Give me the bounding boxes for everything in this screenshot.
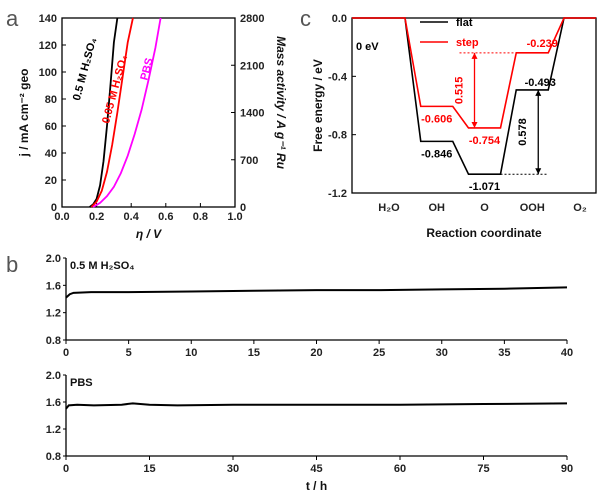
y-tick-label: 0.8 (46, 335, 61, 347)
x-tick-label: 0.2 (89, 211, 104, 223)
y2-tick-label: 2800 (240, 13, 264, 25)
x-tick-label: 45 (310, 463, 322, 475)
x-axis-label: t / h (306, 479, 327, 493)
panel-b-chart: 0.81.21.62.00 5 10 15 20 25 30 35 400.5 M H₂SO₄0… (46, 253, 573, 493)
stability-trace-0 (65, 286, 568, 299)
x-tick-label: 35 (498, 347, 510, 359)
y2-tick-label: 700 (240, 155, 258, 167)
y-tick-label: 20 (45, 175, 57, 187)
zero-ev-label: 0 eV (356, 41, 379, 53)
x-tick-label: 0 (63, 347, 69, 359)
series-line-0 (89, 17, 119, 208)
y2-tick-label: 0 (240, 202, 246, 214)
step-gap-label: 0.515 (454, 77, 466, 105)
x-tick-label: 15 (143, 463, 155, 475)
flat-gap-label: 0.578 (517, 118, 529, 146)
y-tick-label: -0.8 (328, 130, 347, 142)
x-tick-label: 15 (248, 347, 260, 359)
flat-value-label: -0.493 (525, 77, 556, 89)
step-arrow-head (471, 52, 478, 59)
x-tick-label: 1.0 (227, 211, 242, 223)
panel-c-letter: c (300, 6, 311, 31)
y-tick-label: 1.6 (46, 280, 61, 292)
x-tick-label: 30 (227, 463, 239, 475)
y-tick-label: -0.4 (328, 71, 348, 83)
x-category-label: O (480, 202, 489, 214)
step-line-flat (352, 17, 596, 175)
step-value-label: -0.754 (469, 135, 501, 147)
x-tick-label: 10 (185, 347, 197, 359)
panel-a-chart: 0.0 0.2 0.4 0.6 0.8 1.00204060801001201400700… (17, 13, 288, 241)
y-tick-label: 0.0 (332, 13, 347, 25)
y-tick-label: 100 (39, 67, 57, 79)
x-tick-label: 40 (561, 347, 573, 359)
panel-b-letter: b (6, 252, 18, 277)
chart-name-1: PBS (70, 377, 93, 389)
x-axis-label: η / V (136, 227, 162, 241)
step-value-label: -0.606 (421, 113, 452, 125)
y-tick-label: 60 (45, 121, 57, 133)
x-tick-label: 0.8 (193, 211, 208, 223)
x-category-label: O₂ (573, 202, 587, 214)
flat-value-label: -0.846 (421, 148, 452, 160)
series-label-2: PBS (138, 57, 155, 82)
y2-axis-label: Mass activity / A g⁻¹ Ru (274, 36, 288, 169)
y-tick-label: 140 (39, 13, 57, 25)
y-tick-label: 80 (45, 94, 57, 106)
x-tick-label: 0.0 (54, 211, 69, 223)
y-tick-label: 2.0 (46, 253, 61, 265)
x-tick-label: 60 (394, 463, 406, 475)
x-tick-label: 0.6 (158, 211, 173, 223)
x-category-label: OOH (520, 202, 545, 214)
y2-tick-label: 1400 (240, 108, 264, 120)
y-tick-label: 1.6 (46, 397, 61, 409)
y-tick-label: 120 (39, 40, 57, 52)
y2-tick-label: 2100 (240, 60, 264, 72)
y-tick-label: 40 (45, 148, 57, 160)
flat-value-label: -1.071 (469, 181, 500, 193)
x-tick-label: 90 (561, 463, 573, 475)
step-value-label: -0.239 (527, 38, 558, 50)
panel-a-letter: a (6, 6, 19, 31)
x-category-label: OH (429, 202, 446, 214)
legend-label-flat: flat (456, 17, 473, 29)
x-tick-label: 5 (126, 347, 132, 359)
series-label-1: 0.05 M H₂SO₄ (100, 54, 130, 125)
y-axis-label: Free energy / eV (311, 59, 325, 152)
y-axis-label: j / mA cm⁻² geo (17, 69, 31, 158)
y-tick-label: 1.2 (46, 424, 61, 436)
x-tick-label: 0.4 (124, 211, 140, 223)
panel-c-chart: 0.0 -0.4 -0.8 -1.2 H₂O OH O OOH O₂ Reaction coord… (311, 13, 597, 240)
x-tick-label: 75 (477, 463, 489, 475)
chart-name-0: 0.5 M H₂SO₄ (70, 260, 135, 272)
x-category-label: H₂O (378, 202, 400, 214)
panel-c-frame (351, 17, 597, 194)
y-tick-label: 0 (51, 202, 57, 214)
y-tick-label: 0.8 (46, 451, 61, 463)
legend-label-step: step (456, 37, 479, 49)
y-tick-label: -1.2 (328, 188, 347, 200)
x-tick-label: 25 (373, 347, 385, 359)
series-line-1 (90, 17, 134, 208)
x-axis-label: Reaction coordinate (426, 226, 542, 240)
y-tick-label: 1.2 (46, 308, 61, 320)
flat-arrow-head (535, 168, 542, 175)
step-arrow-head (471, 121, 478, 128)
x-tick-label: 20 (310, 347, 322, 359)
stability-trace-1 (65, 402, 568, 410)
series-label-0: 0.5 M H₂SO₄ (71, 36, 99, 101)
x-tick-label: 0 (63, 463, 69, 475)
y-tick-label: 2.0 (46, 370, 61, 382)
x-tick-label: 30 (436, 347, 448, 359)
flat-arrow-head (535, 89, 542, 96)
series-line-2 (92, 17, 162, 208)
step-line-step (352, 17, 596, 129)
